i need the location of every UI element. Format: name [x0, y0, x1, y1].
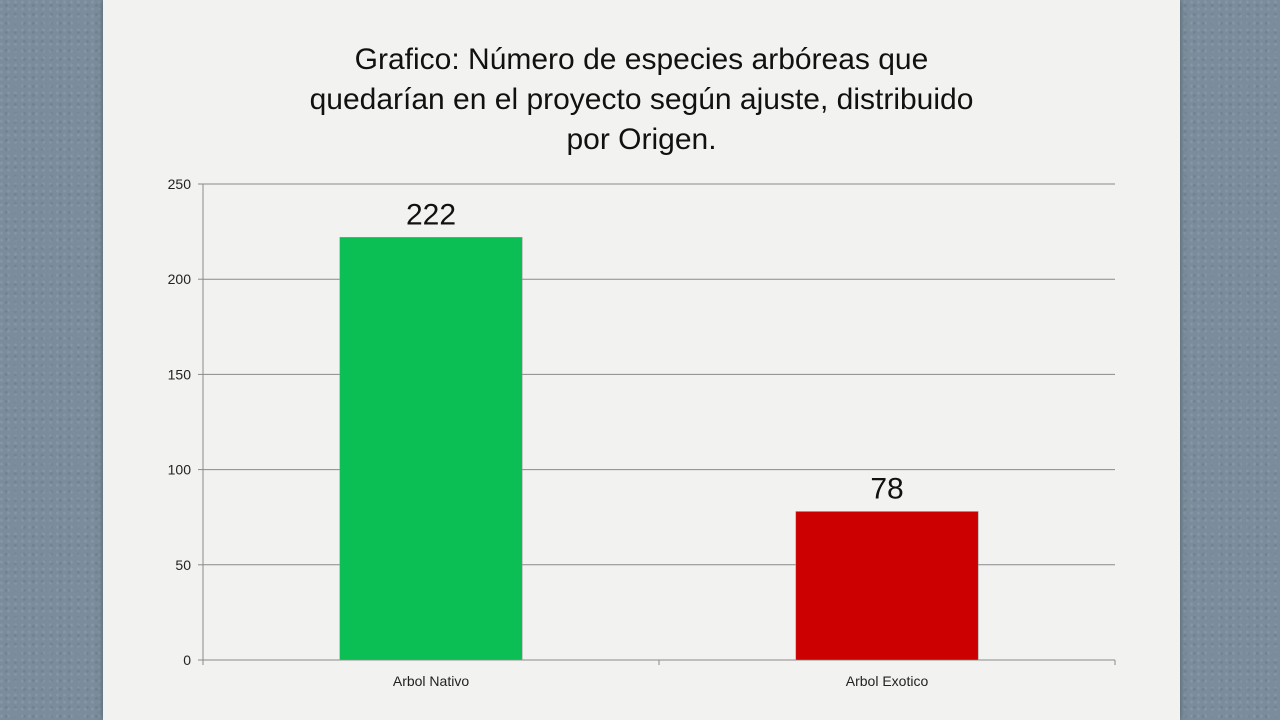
bars	[339, 237, 979, 661]
chart-title: Grafico: Número de especies arbóreas que…	[309, 43, 974, 156]
data-label: 222	[406, 198, 456, 231]
y-tick-label: 200	[168, 271, 192, 287]
bar	[339, 237, 523, 661]
y-tick-label: 150	[168, 366, 192, 382]
data-label: 78	[870, 472, 903, 505]
y-tick-label: 250	[168, 176, 192, 192]
bar	[795, 511, 979, 661]
category-label: Arbol Exotico	[846, 673, 929, 689]
y-tick-label: 50	[175, 557, 191, 573]
y-tick-label: 0	[183, 652, 191, 668]
bar-chart: 0 50 100 150 200 250 222 Arbol Nativo 78 Arbol Ex…	[168, 176, 1116, 689]
slide: Grafico: Número de especies arbóreas que…	[103, 0, 1180, 720]
y-tick-label: 100	[168, 462, 192, 478]
category-label: Arbol Nativo	[393, 673, 469, 689]
labels: 0 50 100 150 200 250 222 Arbol Nativo 78 Arbol Ex…	[168, 176, 929, 689]
